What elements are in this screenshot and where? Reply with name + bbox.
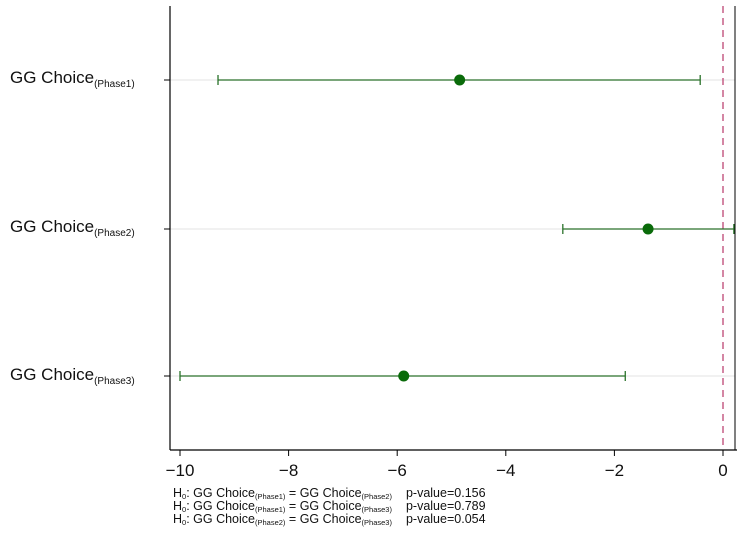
note-rhs-sub: (Phase3) <box>361 505 392 514</box>
note-h: H <box>173 512 183 526</box>
x-tick-label: 0 <box>718 461 727 480</box>
note-eq: = <box>285 486 300 500</box>
note-h: H <box>173 499 183 513</box>
x-tick-label: −10 <box>166 461 195 480</box>
note-h: H <box>173 486 183 500</box>
note-colon: : <box>186 499 194 513</box>
note-lhs: GG Choice <box>193 486 255 500</box>
note-h-sub: 0 <box>182 505 187 514</box>
note-lhs-sub: (Phase2) <box>255 518 286 527</box>
chart-marks <box>179 74 735 382</box>
x-tick-label: −4 <box>496 461 515 480</box>
point-estimate <box>398 370 410 382</box>
note-eq: = <box>285 512 300 526</box>
note-rhs-sub: (Phase3) <box>361 518 392 527</box>
note-pvalue: p-value=0.789 <box>405 499 486 513</box>
point-estimate <box>642 223 654 235</box>
note-h-sub: 0 <box>182 492 187 501</box>
y-tick-label-base: GG Choice <box>10 217 95 236</box>
x-tick-label: −8 <box>279 461 298 480</box>
note-rhs: GG Choice <box>299 486 362 500</box>
note-rhs: GG Choice <box>299 512 362 526</box>
note-colon: : <box>186 512 194 526</box>
y-tick-label-sub: (Phase3) <box>94 376 135 387</box>
y-tick-label-base: GG Choice <box>10 365 95 384</box>
x-tick-label: −2 <box>605 461 624 480</box>
note-pvalue: p-value=0.156 <box>405 486 486 500</box>
x-tick-label: −6 <box>388 461 407 480</box>
y-tick-label-phase3: GG Choice(Phase3) <box>10 365 135 387</box>
y-tick-label-phase1: GG Choice(Phase1) <box>10 68 135 90</box>
note-lhs: GG Choice <box>193 499 255 513</box>
note-h-sub: 0 <box>182 518 187 527</box>
note-colon: : <box>186 486 194 500</box>
y-tick-marks <box>164 79 170 377</box>
y-tick-label-sub: (Phase1) <box>94 79 135 90</box>
y-tick-label-phase2: GG Choice(Phase2) <box>10 217 135 239</box>
note-pvalue: p-value=0.054 <box>405 512 486 526</box>
hypothesis-note-3: H0: GG Choice(Phase2) = GG Choice(Phase3… <box>173 512 486 528</box>
note-rhs-sub: (Phase2) <box>361 492 392 501</box>
point-estimate <box>454 74 466 86</box>
hypothesis-notes: H0: GG Choice(Phase1) = GG Choice(Phase2… <box>173 486 486 528</box>
note-lhs: GG Choice <box>193 512 255 526</box>
hypothesis-note-2: H0: GG Choice(Phase1) = GG Choice(Phase3… <box>173 499 486 515</box>
note-lhs-sub: (Phase1) <box>255 505 286 514</box>
note-lhs-sub: (Phase1) <box>255 492 286 501</box>
y-tick-label-base: GG Choice <box>10 68 95 87</box>
x-ticks: −10 −8 −6 −4 −2 0 <box>166 450 728 480</box>
note-eq: = <box>285 499 300 513</box>
note-rhs: GG Choice <box>299 499 362 513</box>
hypothesis-note-1: H0: GG Choice(Phase1) = GG Choice(Phase2… <box>173 486 486 502</box>
y-tick-label-sub: (Phase2) <box>94 228 135 239</box>
